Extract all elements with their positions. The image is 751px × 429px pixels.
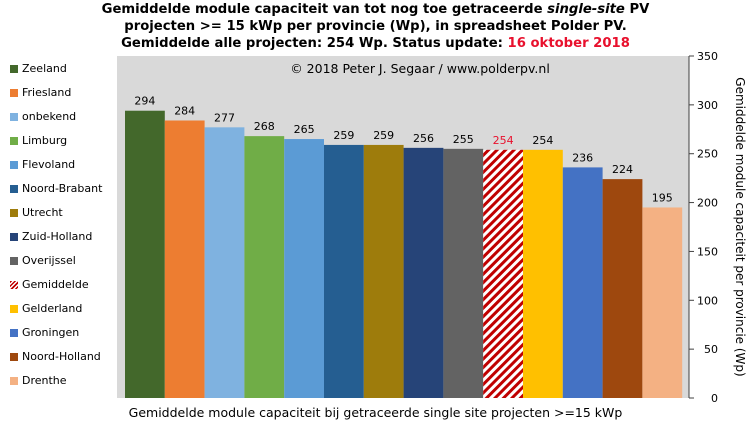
y-tick-label: 250	[697, 148, 718, 161]
legend-swatch	[10, 233, 18, 241]
legend-swatch	[10, 377, 18, 385]
y-tick-label: 100	[697, 294, 718, 307]
bar-noord-holland	[602, 179, 643, 398]
legend-swatch	[10, 113, 18, 121]
legend-item-drenthe: Drenthe	[10, 374, 67, 388]
legend-item-gemiddelde: Gemiddelde	[10, 278, 89, 292]
data-label-gelderland: 254	[532, 134, 553, 147]
legend-label: Zeeland	[22, 62, 67, 75]
bar-groningen	[562, 167, 603, 398]
legend-label: Gelderland	[22, 302, 83, 315]
bar-friesland	[164, 120, 205, 399]
legend-swatch	[10, 257, 18, 265]
bar-onbekend	[204, 127, 245, 398]
title-line-2: projecten >= 15 kWp per provincie (Wp), …	[124, 19, 627, 34]
legend-item-gelderland: Gelderland	[10, 302, 82, 316]
legend-swatch	[10, 161, 18, 169]
data-label-zeeland: 294	[134, 95, 155, 108]
bar-noord-brabant	[324, 144, 364, 398]
copyright-annotation: © 2018 Peter J. Segaar / www.polderpv.nl	[290, 61, 550, 76]
bar-zeeland	[125, 110, 165, 398]
data-label-onbekend: 277	[214, 111, 235, 124]
legend-item-overijssel: Overijssel	[10, 254, 76, 268]
legend-item-zuid-holland: Zuid-Holland	[10, 230, 92, 244]
y-tick-label: 200	[697, 197, 718, 210]
data-label-gemiddelde: 254	[493, 134, 514, 147]
y-tick-label: 350	[697, 50, 718, 63]
y-tick-label: 150	[697, 245, 718, 258]
bar-gelderland	[523, 149, 563, 398]
data-label-drenthe: 195	[652, 191, 673, 204]
legend-item-groningen: Groningen	[10, 326, 79, 340]
status-date: 16 oktober 2018	[507, 36, 630, 51]
data-label-noord-brabant: 259	[333, 129, 354, 142]
data-label-friesland: 284	[174, 104, 195, 117]
data-label-groningen: 236	[572, 151, 593, 164]
legend-swatch	[10, 89, 18, 97]
legend-swatch	[10, 65, 18, 73]
bar-drenthe	[642, 207, 683, 398]
legend-item-friesland: Friesland	[10, 86, 71, 100]
legend-label: Groningen	[22, 326, 80, 339]
x-axis-label: Gemiddelde module capaciteit bij getrace…	[128, 405, 623, 420]
data-label-flevoland: 265	[294, 123, 315, 136]
legend-item-utrecht: Utrecht	[10, 206, 63, 220]
legend-swatch	[10, 281, 18, 289]
data-label-utrecht: 259	[373, 129, 394, 142]
legend-swatch	[10, 137, 18, 145]
chart-title: Gemiddelde module capaciteit van tot nog…	[0, 1, 751, 52]
legend-swatch	[10, 305, 18, 313]
y-tick-label: 300	[697, 99, 718, 112]
data-label-zuid-holland: 256	[413, 132, 434, 145]
legend-label: Friesland	[22, 86, 72, 99]
y-axis-label: Gemiddelde module capaciteit per provinc…	[733, 77, 747, 376]
legend-swatch	[10, 209, 18, 217]
y-tick-label: 50	[704, 343, 718, 356]
data-label-noord-holland: 224	[612, 163, 633, 176]
legend-label: Zuid-Holland	[22, 230, 93, 243]
legend-label: onbekend	[22, 110, 77, 123]
legend-label: Drenthe	[22, 374, 67, 387]
bar-utrecht	[363, 144, 404, 398]
legend-swatch	[10, 353, 18, 361]
legend-item-onbekend: onbekend	[10, 110, 76, 124]
legend-item-flevoland: Flevoland	[10, 158, 75, 172]
legend-swatch	[10, 185, 18, 193]
legend-item-zeeland: Zeeland	[10, 62, 67, 76]
data-label-overijssel: 255	[453, 133, 474, 146]
legend-label: Limburg	[22, 134, 68, 147]
y-tick-label: 0	[711, 392, 718, 405]
bar-gemiddelde	[483, 149, 523, 398]
title-line-1: Gemiddelde module capaciteit van tot nog…	[101, 2, 650, 17]
legend-label: Utrecht	[22, 206, 63, 219]
legend-item-noord-holland: Noord-Holland	[10, 350, 101, 364]
legend-item-noord-brabant: Noord-Brabant	[10, 182, 102, 196]
bar-flevoland	[284, 139, 324, 398]
title-line-3: Gemiddelde alle projecten: 254 Wp. Statu…	[121, 36, 630, 51]
legend-label: Overijssel	[22, 254, 76, 267]
legend-label: Noord-Brabant	[22, 182, 103, 195]
bar-overijssel	[443, 148, 484, 398]
bar-limburg	[244, 136, 285, 398]
data-label-limburg: 268	[254, 120, 275, 133]
bar-zuid-holland	[403, 147, 444, 398]
legend-label: Flevoland	[22, 158, 76, 171]
legend-label: Gemiddelde	[22, 278, 89, 291]
legend-item-limburg: Limburg	[10, 134, 67, 148]
legend-label: Noord-Holland	[22, 350, 101, 363]
legend-swatch	[10, 329, 18, 337]
